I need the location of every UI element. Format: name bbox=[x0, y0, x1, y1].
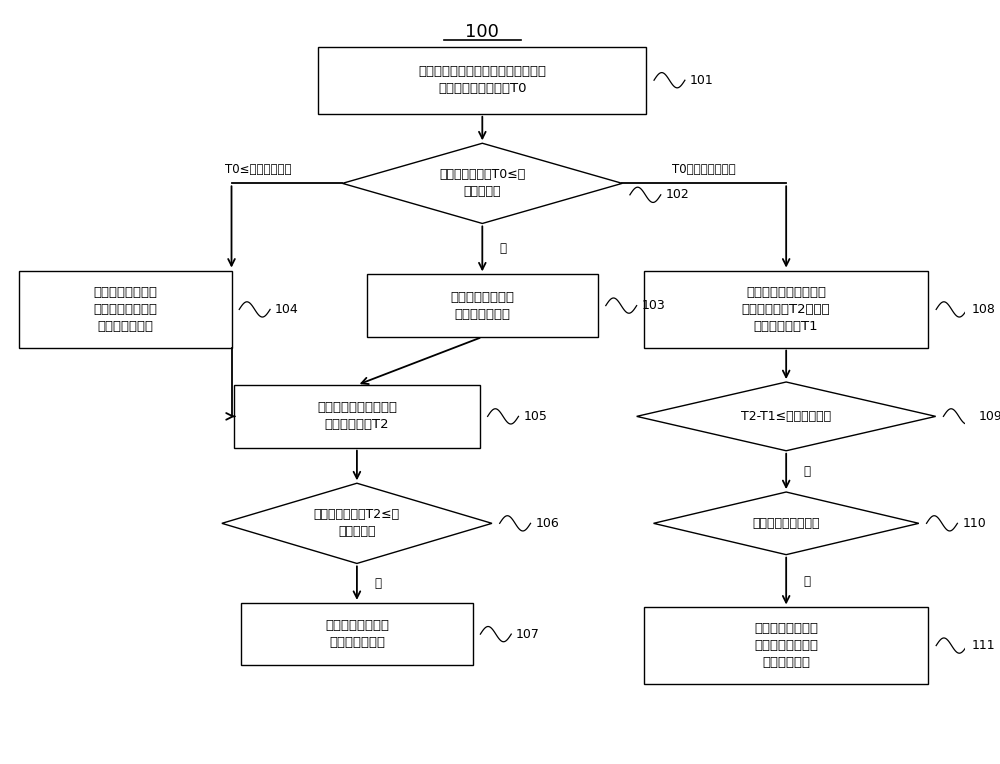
Bar bbox=[241, 603, 473, 665]
Text: 否: 否 bbox=[804, 575, 811, 588]
Text: T0≤第一预设温度: T0≤第一预设温度 bbox=[225, 163, 291, 176]
Text: 在低温制冷模式下，检测空调器的室
内侧换热器入口温度T0: 在低温制冷模式下，检测空调器的室 内侧换热器入口温度T0 bbox=[418, 65, 546, 96]
Bar bbox=[644, 271, 928, 348]
Bar bbox=[644, 607, 928, 684]
Text: 第一预设温度＜T0≤第
二预设温度: 第一预设温度＜T0≤第 二预设温度 bbox=[439, 168, 525, 199]
Text: 108: 108 bbox=[972, 303, 996, 316]
Text: 检测空调器的室内侧换
热器中部温度T2和当前
室内环境温度T1: 检测空调器的室内侧换 热器中部温度T2和当前 室内环境温度T1 bbox=[742, 286, 830, 333]
Text: 检测是否有冷媒泄漏: 检测是否有冷媒泄漏 bbox=[752, 516, 820, 530]
Text: 是: 是 bbox=[804, 465, 811, 478]
Text: 110: 110 bbox=[962, 516, 986, 530]
Text: 103: 103 bbox=[641, 299, 665, 312]
Text: 是: 是 bbox=[374, 577, 381, 590]
Bar bbox=[234, 385, 480, 448]
Text: 确定空调器进入低
温制冷模式运行: 确定空调器进入低 温制冷模式运行 bbox=[450, 290, 514, 321]
Text: 控制空调器的压缩
机的运行频率高于
当前运行频率: 控制空调器的压缩 机的运行频率高于 当前运行频率 bbox=[754, 622, 818, 669]
Text: 是: 是 bbox=[500, 242, 507, 255]
Text: 102: 102 bbox=[666, 188, 689, 202]
Text: 检测空调器的室内侧换
热器中部温度T2: 检测空调器的室内侧换 热器中部温度T2 bbox=[317, 401, 397, 432]
Text: 107: 107 bbox=[516, 627, 540, 641]
Text: 控制空调器以防冷
冻保护模式运行: 控制空调器以防冷 冻保护模式运行 bbox=[325, 619, 389, 649]
Bar bbox=[19, 271, 232, 348]
Bar bbox=[318, 47, 646, 114]
Polygon shape bbox=[342, 144, 622, 223]
Polygon shape bbox=[637, 382, 936, 451]
Text: 100: 100 bbox=[465, 23, 499, 41]
Text: 106: 106 bbox=[535, 516, 559, 530]
Bar bbox=[367, 274, 598, 337]
Text: T0＞第二预设温度: T0＞第二预设温度 bbox=[672, 163, 736, 176]
Text: 109: 109 bbox=[979, 410, 1000, 423]
Text: 101: 101 bbox=[690, 73, 713, 87]
Text: 111: 111 bbox=[972, 639, 995, 652]
Text: 第三预设温度＜T2≤第
四预设温度: 第三预设温度＜T2≤第 四预设温度 bbox=[314, 508, 400, 539]
Polygon shape bbox=[654, 492, 919, 555]
Polygon shape bbox=[222, 484, 492, 564]
Text: 104: 104 bbox=[275, 303, 299, 316]
Text: 控制空调器的室外
侧风机以低于当前
转速的转速运行: 控制空调器的室外 侧风机以低于当前 转速的转速运行 bbox=[93, 286, 157, 333]
Text: T2-T1≤第一预设温度: T2-T1≤第一预设温度 bbox=[741, 410, 831, 423]
Text: 105: 105 bbox=[523, 410, 547, 423]
